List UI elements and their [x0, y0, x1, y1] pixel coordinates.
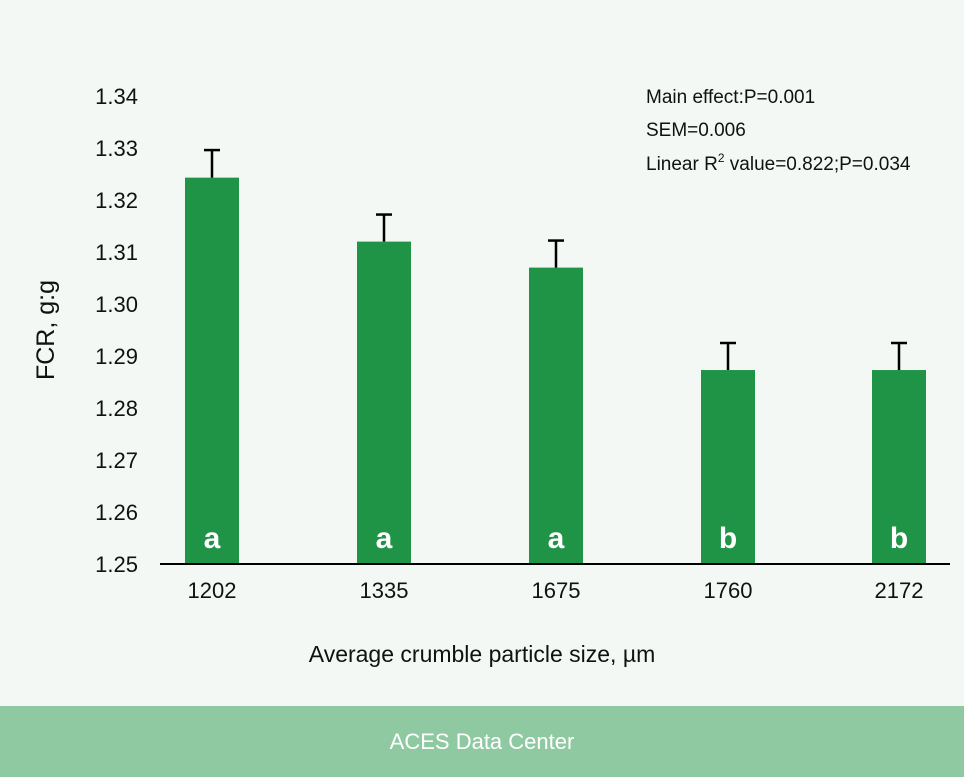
- error-bar: [548, 239, 564, 268]
- bar: [185, 177, 239, 564]
- chart-svg: 1.34 1.33 1.32 1.31 1.30 1.29 1.28 1.27 1.26 1.25…: [32, 84, 950, 667]
- annotation-linear-superscript: 2: [718, 151, 725, 165]
- y-tick-label: 1.33: [95, 136, 138, 161]
- x-tick-label: 1202: [188, 578, 237, 603]
- bar: [357, 241, 411, 564]
- y-tick-label: 1.34: [95, 84, 138, 109]
- error-bar: [720, 341, 736, 371]
- x-tick-label: 1335: [360, 578, 409, 603]
- bar-label: a: [204, 522, 221, 555]
- annotation-linear-prefix: Linear R: [646, 154, 718, 175]
- bar: [872, 370, 926, 564]
- bar-label: b: [890, 522, 908, 555]
- y-tick-label: 1.26: [95, 500, 138, 525]
- y-tick-label: 1.31: [95, 240, 138, 265]
- bar-label: a: [548, 522, 565, 555]
- bar-label: b: [719, 522, 737, 555]
- bar: [529, 267, 583, 564]
- bar-series: [185, 177, 926, 564]
- footer-label: ACES Data Center: [389, 728, 575, 754]
- x-tick-label: 2172: [875, 578, 924, 603]
- annotation-linear-suffix: value=0.822;P=0.034: [725, 154, 911, 175]
- fcr-bar-chart: 1.34 1.33 1.32 1.31 1.30 1.29 1.28 1.27 1.26 1.25…: [32, 84, 950, 667]
- x-tick-label: 1675: [532, 578, 581, 603]
- y-axis-ticks: 1.34 1.33 1.32 1.31 1.30 1.29 1.28 1.27 1.26 1.25: [95, 84, 138, 577]
- y-tick-label: 1.27: [95, 448, 138, 473]
- y-tick-label: 1.32: [95, 188, 138, 213]
- error-bar: [204, 148, 220, 178]
- error-bar: [891, 341, 907, 371]
- x-tick-label: 1760: [704, 578, 753, 603]
- y-axis-title: FCR, g:g: [32, 280, 60, 380]
- error-bars: [204, 148, 907, 371]
- y-tick-label: 1.25: [95, 552, 138, 577]
- annotation-main-effect: Main effect:P=0.001: [646, 87, 815, 108]
- annotation-linear: Linear R2 value=0.822;P=0.034: [646, 151, 911, 175]
- x-axis-title: Average crumble particle size, µm: [309, 641, 655, 667]
- y-tick-label: 1.28: [95, 396, 138, 421]
- error-bar: [376, 213, 392, 242]
- footer-bar: ACES Data Center: [0, 706, 964, 777]
- annotation-sem: SEM=0.006: [646, 120, 746, 141]
- y-tick-label: 1.30: [95, 292, 138, 317]
- stats-annotations: Main effect:P=0.001 SEM=0.006 Linear R2 …: [646, 87, 911, 175]
- bar-label: a: [376, 522, 393, 555]
- x-axis-ticks: 1202 1335 1675 1760 2172: [188, 578, 924, 603]
- y-tick-label: 1.29: [95, 344, 138, 369]
- bar: [701, 370, 755, 564]
